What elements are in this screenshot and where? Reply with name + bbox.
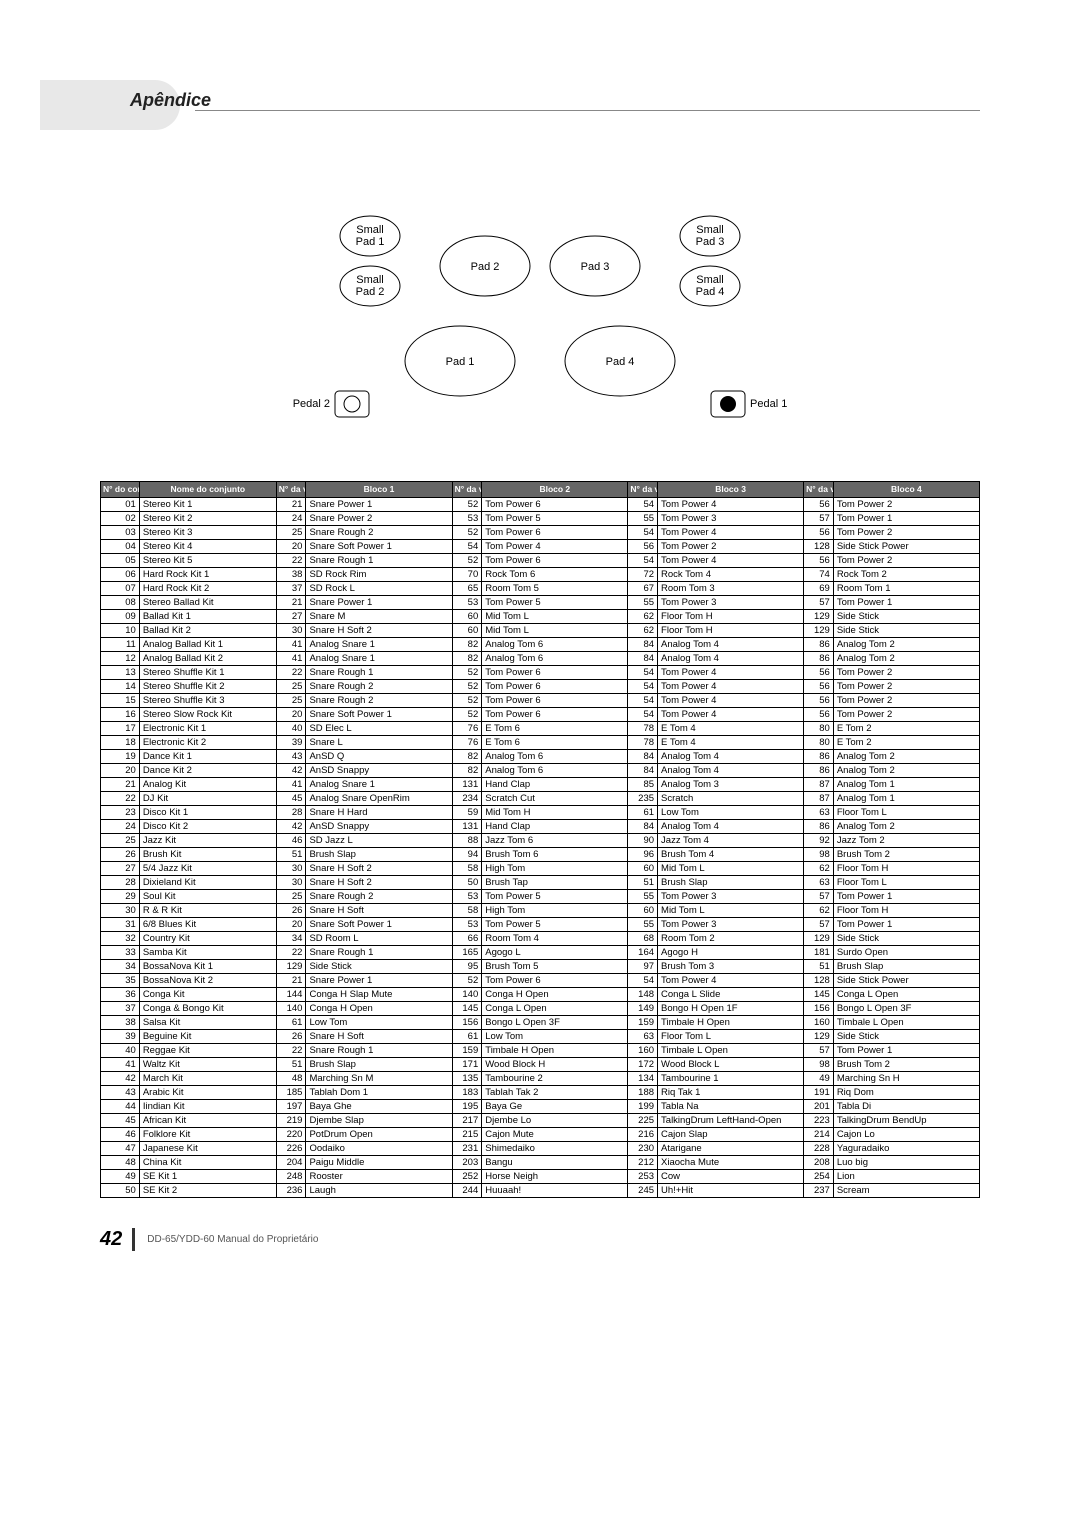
table-row: 10Ballad Kit 230Snare H Soft 260Mid Tom … — [101, 624, 980, 638]
col-kitno: N° do con-junto — [101, 482, 140, 498]
table-row: 34BossaNova Kit 1129Side Stick95Brush To… — [101, 960, 980, 974]
table-row: 28Dixieland Kit30Snare H Soft 250Brush T… — [101, 876, 980, 890]
table-row: 38Salsa Kit61Low Tom156Bongo L Open 3F15… — [101, 1016, 980, 1030]
col-bloco1: Bloco 1 — [306, 482, 452, 498]
table-row: 44Iindian Kit197Baya Ghe195Baya Ge199Tab… — [101, 1100, 980, 1114]
table-row: 29Soul Kit25Snare Rough 253Tom Power 555… — [101, 890, 980, 904]
table-row: 316/8 Blues Kit20Snare Soft Power 153Tom… — [101, 918, 980, 932]
table-row: 09Ballad Kit 127Snare M60Mid Tom L62Floo… — [101, 610, 980, 624]
col-voice1: N° da voz — [276, 482, 306, 498]
section-title: Apêndice — [130, 90, 211, 111]
table-row: 12Analog Ballad Kit 241Analog Snare 182A… — [101, 652, 980, 666]
table-row: 06Hard Rock Kit 138SD Rock Rim70Rock Tom… — [101, 568, 980, 582]
header-rule — [195, 110, 980, 111]
table-row: 16Stereo Slow Rock Kit20Snare Soft Power… — [101, 708, 980, 722]
table-row: 01Stereo Kit 121Snare Power 152Tom Power… — [101, 498, 980, 512]
kit-table: N° do con-junto Nome do conjunto N° da v… — [100, 481, 980, 1198]
table-row: 04Stereo Kit 420Snare Soft Power 154Tom … — [101, 540, 980, 554]
table-row: 33Samba Kit22Snare Rough 1165Agogo L164A… — [101, 946, 980, 960]
table-row: 40Reggae Kit22Snare Rough 1159Timbale H … — [101, 1044, 980, 1058]
table-row: 24Disco Kit 242AnSD Snappy131Hand Clap84… — [101, 820, 980, 834]
table-row: 25Jazz Kit46SD Jazz L88Jazz Tom 690Jazz … — [101, 834, 980, 848]
svg-text:Pad 4: Pad 4 — [606, 356, 635, 368]
table-row: 35BossaNova Kit 221Snare Power 152Tom Po… — [101, 974, 980, 988]
svg-text:Pedal 1: Pedal 1 — [750, 398, 787, 410]
table-row: 30R & R Kit26Snare H Soft58High Tom60Mid… — [101, 904, 980, 918]
table-row: 42March Kit48Marching Sn M135Tambourine … — [101, 1072, 980, 1086]
table-row: 36Conga Kit144Conga H Slap Mute140Conga … — [101, 988, 980, 1002]
table-row: 14Stereo Shuffle Kit 225Snare Rough 252T… — [101, 680, 980, 694]
table-row: 47Japanese Kit226Oodaiko231Shimedaiko230… — [101, 1142, 980, 1156]
svg-text:Pad 4: Pad 4 — [696, 286, 725, 298]
table-body: 01Stereo Kit 121Snare Power 152Tom Power… — [101, 498, 980, 1198]
table-row: 48China Kit204Paigu Middle203Bangu212Xia… — [101, 1156, 980, 1170]
svg-text:Small: Small — [696, 274, 724, 286]
table-row: 11Analog Ballad Kit 141Analog Snare 182A… — [101, 638, 980, 652]
svg-text:Pad 2: Pad 2 — [356, 286, 385, 298]
table-row: 32Country Kit34SD Room L66Room Tom 468Ro… — [101, 932, 980, 946]
col-bloco3: Bloco 3 — [658, 482, 804, 498]
col-voice2: N° da voz — [452, 482, 482, 498]
svg-text:Small: Small — [356, 224, 384, 236]
table-row: 37Conga & Bongo Kit140Conga H Open145Con… — [101, 1002, 980, 1016]
table-row: 20Dance Kit 242AnSD Snappy82Analog Tom 6… — [101, 764, 980, 778]
svg-text:Pad 3: Pad 3 — [581, 261, 610, 273]
table-row: 13Stereo Shuffle Kit 122Snare Rough 152T… — [101, 666, 980, 680]
table-row: 05Stereo Kit 522Snare Rough 152Tom Power… — [101, 554, 980, 568]
table-row: 50SE Kit 2236Laugh244Huuaah!245Uh!+Hit23… — [101, 1184, 980, 1198]
table-row: 19Dance Kit 143AnSD Q82Analog Tom 684Ana… — [101, 750, 980, 764]
table-row: 15Stereo Shuffle Kit 325Snare Rough 252T… — [101, 694, 980, 708]
page-number: 42 — [100, 1228, 135, 1251]
col-kitname: Nome do conjunto — [139, 482, 276, 498]
table-row: 26Brush Kit51Brush Slap94Brush Tom 696Br… — [101, 848, 980, 862]
table-row: 18Electronic Kit 239Snare L76E Tom 678E … — [101, 736, 980, 750]
col-bloco4: Bloco 4 — [833, 482, 979, 498]
table-row: 41Waltz Kit51Brush Slap171Wood Block H17… — [101, 1058, 980, 1072]
svg-text:Pad 2: Pad 2 — [471, 261, 500, 273]
footer-text: DD-65/YDD-60 Manual do Proprietário — [147, 1234, 318, 1245]
table-row: 23Disco Kit 128Snare H Hard59Mid Tom H61… — [101, 806, 980, 820]
table-row: 03Stereo Kit 325Snare Rough 252Tom Power… — [101, 526, 980, 540]
table-row: 275/4 Jazz Kit30Snare H Soft 258High Tom… — [101, 862, 980, 876]
col-voice3: N° da voz — [628, 482, 658, 498]
page-footer: 42 DD-65/YDD-60 Manual do Proprietário — [100, 1228, 980, 1251]
table-row: 39Beguine Kit26Snare H Soft61Low Tom63Fl… — [101, 1030, 980, 1044]
svg-text:Pedal 2: Pedal 2 — [293, 398, 330, 410]
col-bloco2: Bloco 2 — [482, 482, 628, 498]
svg-text:Pad 1: Pad 1 — [446, 356, 475, 368]
table-row: 17Electronic Kit 140SD Elec L76E Tom 678… — [101, 722, 980, 736]
svg-text:Pad 3: Pad 3 — [696, 236, 725, 248]
table-row: 43Arabic Kit185Tablah Dom 1183Tablah Tak… — [101, 1086, 980, 1100]
svg-text:Small: Small — [696, 224, 724, 236]
pad-layout-diagram: Small Pad 1 Small Pad 2 Small Pad 3 Smal… — [290, 191, 790, 441]
table-row: 22DJ Kit45Analog Snare OpenRim234Scratch… — [101, 792, 980, 806]
svg-text:Small: Small — [356, 274, 384, 286]
table-row: 02Stereo Kit 224Snare Power 253Tom Power… — [101, 512, 980, 526]
table-row: 21Analog Kit41Analog Snare 1131Hand Clap… — [101, 778, 980, 792]
table-row: 46Folklore Kit220PotDrum Open215Cajon Mu… — [101, 1128, 980, 1142]
col-voice4: N° da voz — [804, 482, 834, 498]
table-row: 07Hard Rock Kit 237SD Rock L65Room Tom 5… — [101, 582, 980, 596]
svg-text:Pad 1: Pad 1 — [356, 236, 385, 248]
table-row: 45African Kit219Djembe Slap217Djembe Lo2… — [101, 1114, 980, 1128]
table-row: 08Stereo Ballad Kit21Snare Power 153Tom … — [101, 596, 980, 610]
table-row: 49SE Kit 1248Rooster252Horse Neigh253Cow… — [101, 1170, 980, 1184]
page-header: Apêndice — [100, 90, 980, 111]
